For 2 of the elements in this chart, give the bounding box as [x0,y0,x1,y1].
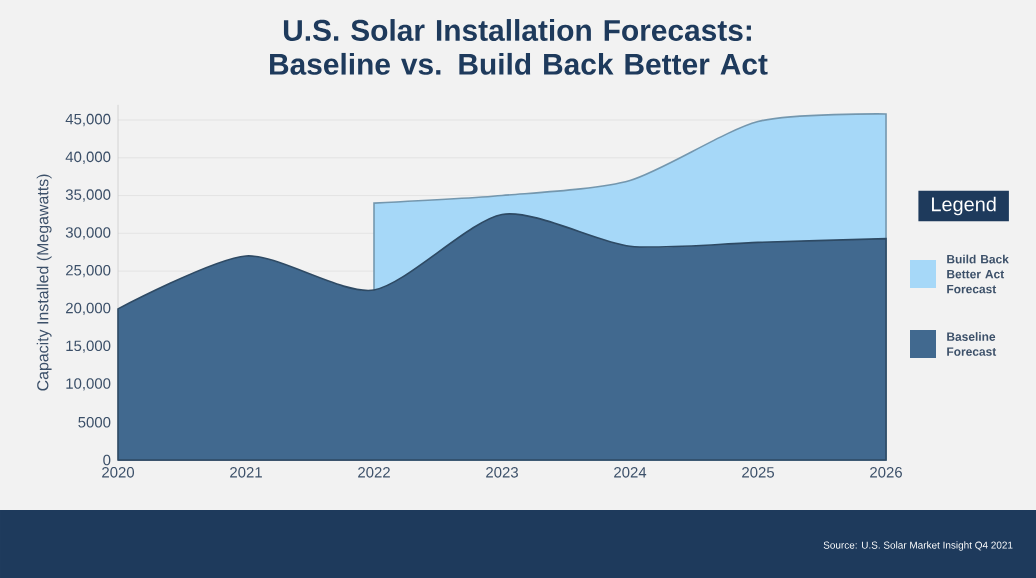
legend-title: Legend [932,196,996,216]
chart-title: U.S. Solar Installation Forecasts: Baseline vs. Build Back Better Act [270,19,768,75]
